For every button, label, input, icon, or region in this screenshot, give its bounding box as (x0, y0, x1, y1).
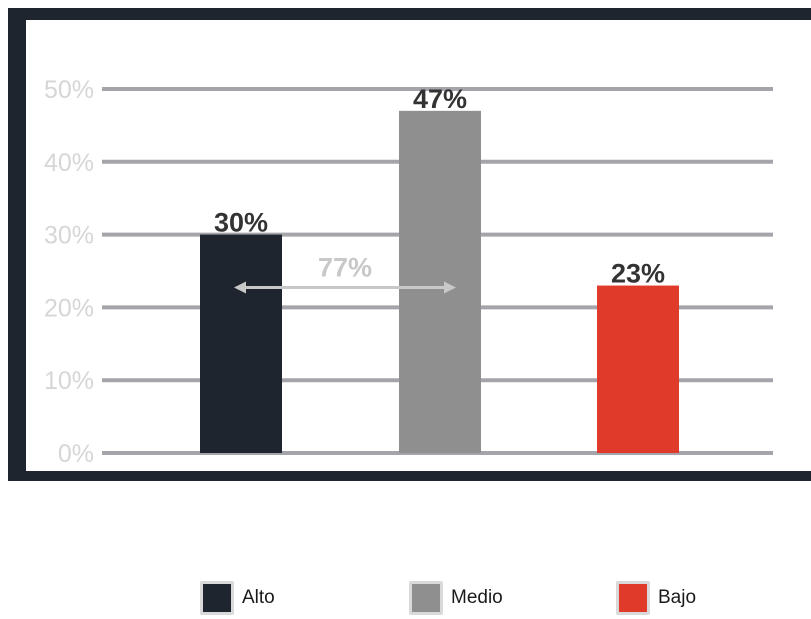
y-tick-label: 0% (58, 440, 94, 468)
bar-chart: 0% 10% 20% 30% 40% 50% 30% 47% 23% 77% (44, 76, 773, 468)
data-label-bajo: 23% (611, 259, 665, 289)
y-tick-label: 50% (44, 76, 94, 104)
y-tick-label: 10% (44, 367, 94, 395)
bar-bajo (597, 285, 679, 453)
legend-swatch-medio (409, 581, 443, 615)
y-tick-label: 40% (44, 149, 94, 177)
plot-area: 0% 10% 20% 30% 40% 50% 30% 47% 23% 77% (26, 20, 811, 471)
bar-alto (200, 234, 282, 453)
bar-medio (399, 110, 481, 453)
legend-item-alto: Alto (200, 578, 275, 618)
annotation-arrowhead-left (234, 281, 246, 294)
y-tick-label: 30% (44, 222, 94, 250)
legend-label-medio: Medio (451, 587, 503, 608)
legend-label-alto: Alto (242, 587, 275, 608)
legend-label-bajo: Bajo (658, 587, 697, 608)
legend: Alto Medio Bajo (0, 578, 811, 618)
y-tick-label: 20% (44, 294, 94, 322)
legend-swatch-bajo (616, 581, 650, 615)
annotation-arrowhead-right (444, 281, 456, 294)
legend-swatch-alto (200, 581, 234, 615)
chart-frame: 0% 10% 20% 30% 40% 50% 30% 47% 23% 77% (8, 8, 811, 481)
annotation-label: 77% (318, 253, 372, 283)
data-label-medio: 47% (413, 84, 467, 114)
data-label-alto: 30% (214, 208, 268, 238)
legend-item-medio: Medio (409, 578, 503, 618)
legend-item-bajo: Bajo (616, 578, 696, 618)
